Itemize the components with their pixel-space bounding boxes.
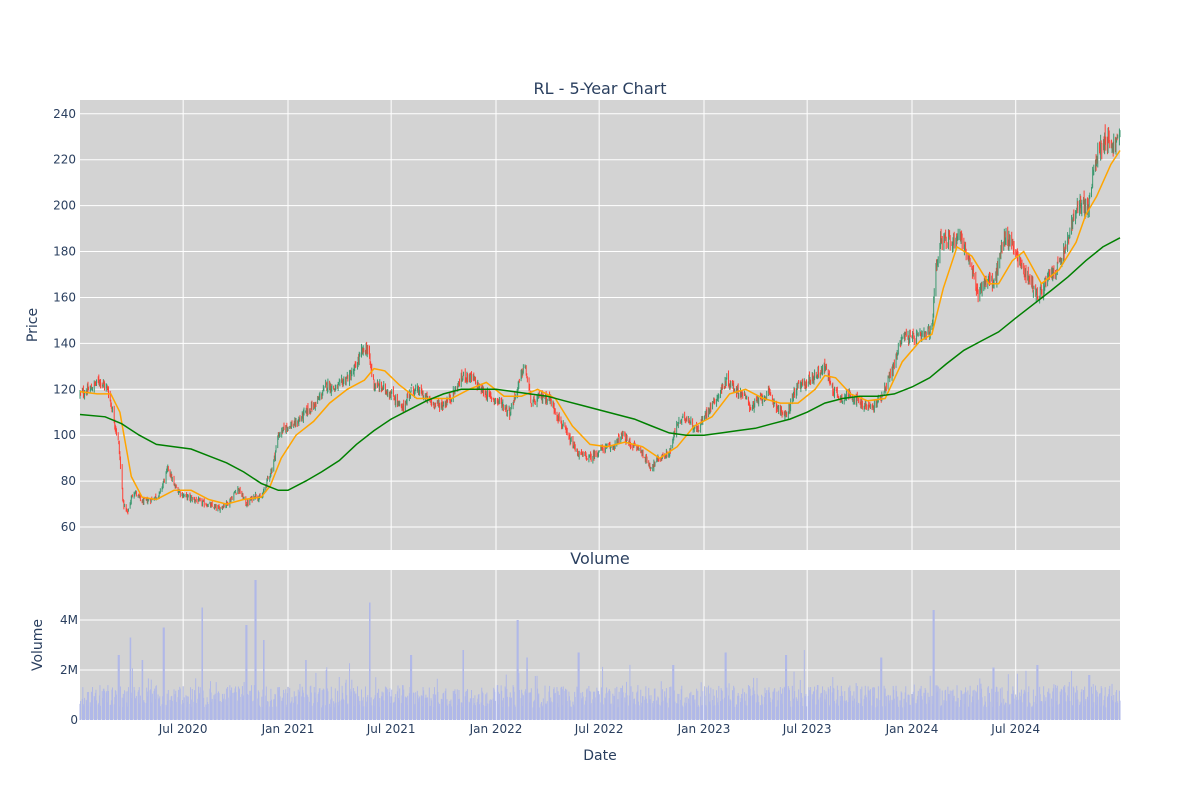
date-x-tick-label: Jan 2023 (677, 722, 731, 736)
price-y-tick-label: 80 (61, 474, 76, 488)
volume-bars (79, 580, 1121, 720)
volume-y-tick-label: 0 (70, 713, 78, 727)
volume-axis-title: Volume (30, 619, 46, 671)
date-x-tick-label: Jan 2024 (885, 722, 939, 736)
price-plot-background (80, 100, 1120, 550)
volume-plot-background (80, 570, 1120, 720)
price-y-tick-label: 120 (53, 382, 76, 396)
date-x-tick-label: Jul 2024 (990, 722, 1040, 736)
chart-title: RL - 5-Year Chart (534, 79, 667, 98)
date-x-tick-label: Jul 2021 (366, 722, 416, 736)
price-y-tick-label: 180 (53, 245, 76, 259)
date-x-tick-label: Jan 2022 (469, 722, 523, 736)
price-y-tick-label: 60 (61, 520, 76, 534)
price-panel: 60 80 100 120 140 160 180 200 220 240 RL - 5-Year… (25, 79, 1121, 550)
date-axis-title: Date (583, 748, 616, 764)
date-x-tick-label: Jul 2022 (574, 722, 624, 736)
date-x-tick-label: Jan 2021 (261, 722, 315, 736)
price-y-tick-label: 140 (53, 336, 76, 350)
volume-y-tick-label: 4M (60, 613, 78, 627)
date-x-tick-label: Jul 2023 (782, 722, 832, 736)
long-moving-average-line (79, 237, 1121, 492)
volume-subplot-title: Volume (570, 549, 630, 568)
price-candles (79, 124, 1121, 515)
price-axis-title: Price (25, 308, 41, 342)
price-y-tick-label: 160 (53, 290, 76, 304)
price-y-tick-labels: 60 80 100 120 140 160 180 200 220 240 (53, 107, 76, 534)
date-x-tick-labels: Jul 2020 Jan 2021 Jul 2021 Jan 2022 Jul 2022… (158, 722, 1040, 736)
short-moving-average-line (79, 150, 1121, 505)
price-y-tick-label: 200 (53, 199, 76, 213)
date-x-tick-label: Jul 2020 (158, 722, 208, 736)
volume-y-tick-label: 2M (60, 663, 78, 677)
price-y-tick-label: 220 (53, 153, 76, 167)
price-gridlines (80, 100, 1120, 550)
price-y-tick-label: 100 (53, 428, 76, 442)
price-y-tick-label: 240 (53, 107, 76, 121)
volume-y-tick-labels: 0 2M 4M (60, 613, 78, 727)
